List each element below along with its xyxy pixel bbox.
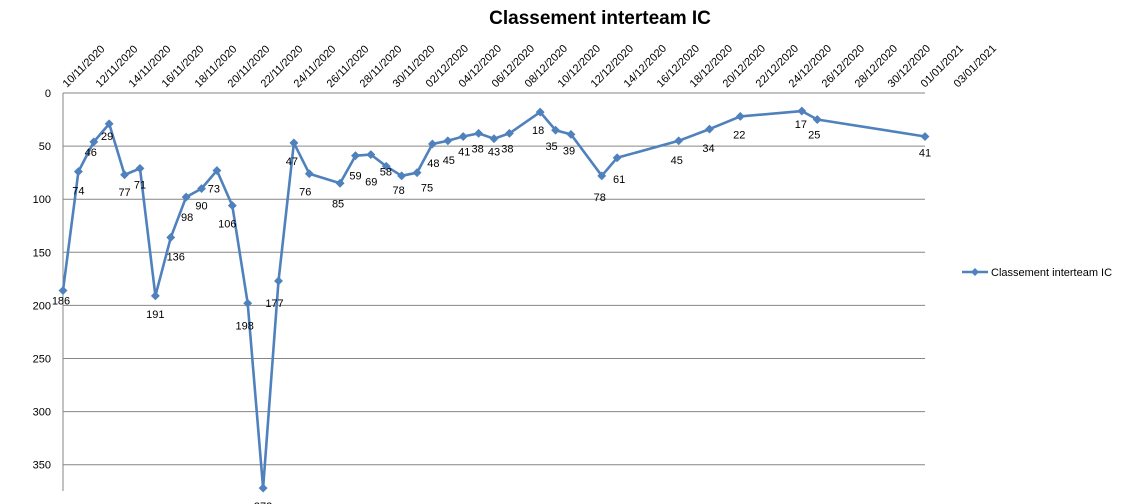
data-label: 76 — [299, 187, 311, 199]
data-point-marker — [58, 285, 68, 296]
data-point-marker — [289, 138, 299, 148]
y-tick-label: 100 — [33, 194, 51, 206]
data-label: 18 — [532, 125, 544, 137]
data-label: 74 — [72, 186, 84, 198]
data-point-marker — [273, 276, 284, 286]
data-label: 45 — [671, 155, 683, 167]
data-point-marker — [181, 192, 191, 202]
legend: Classement interteam IC — [962, 267, 1112, 279]
data-point-marker — [73, 167, 83, 177]
data-label: 47 — [286, 156, 298, 168]
data-point-marker — [735, 111, 745, 121]
data-point-marker — [89, 137, 99, 147]
data-label: 38 — [501, 143, 513, 155]
data-label: 43 — [488, 147, 500, 159]
legend-entry-label: Classement interteam IC — [991, 267, 1112, 279]
data-point-marker — [196, 184, 207, 194]
y-tick-label: 350 — [33, 460, 51, 472]
data-label: 38 — [471, 143, 483, 155]
data-point-marker — [551, 125, 561, 135]
legend-marker-swatch — [971, 268, 979, 276]
chart-title: Classement interteam IC — [489, 8, 711, 29]
data-point-marker — [412, 168, 422, 178]
data-label: 22 — [733, 129, 745, 141]
data-point-marker — [397, 171, 407, 181]
data-label: 69 — [365, 176, 377, 188]
data-label: 59 — [349, 171, 361, 183]
data-point-marker — [474, 128, 484, 138]
data-label: 48 — [427, 158, 439, 170]
data-point-marker — [135, 163, 145, 173]
data-point-marker — [812, 114, 822, 125]
data-point-marker — [597, 171, 607, 181]
data-point-marker — [120, 170, 130, 180]
y-tick-label: 50 — [39, 141, 51, 153]
data-point-marker — [104, 119, 114, 129]
y-axis-ticks: 0 50 100 150 200 250 300 350 — [33, 88, 51, 472]
data-label: 90 — [195, 201, 207, 213]
data-label: 25 — [808, 130, 820, 142]
series-line — [61, 109, 926, 490]
y-tick-label: 200 — [33, 300, 51, 312]
data-point-marker — [366, 150, 376, 160]
data-point-marker — [566, 129, 576, 139]
data-label: 34 — [702, 143, 714, 155]
data-point-marker — [704, 124, 715, 134]
data-point-marker — [227, 201, 237, 211]
data-label: 29 — [101, 131, 113, 143]
data-label: 39 — [563, 145, 575, 157]
gridlines — [63, 92, 925, 466]
data-label: 136 — [167, 251, 185, 263]
data-label: 41 — [458, 147, 470, 159]
data-point-marker — [212, 165, 222, 176]
data-point-marker — [489, 134, 499, 144]
data-point-marker — [504, 128, 514, 138]
data-label: 106 — [218, 219, 236, 231]
series-layer — [58, 106, 930, 493]
data-label: 58 — [380, 167, 392, 179]
x-axis-ticks: 10/11/202012/11/202014/11/202016/11/2020… — [61, 43, 999, 90]
data-point-marker — [381, 161, 391, 171]
data-label: 35 — [545, 141, 557, 153]
data-point-marker — [797, 106, 807, 116]
data-point-marker — [150, 291, 160, 301]
data-label: 41 — [919, 148, 931, 160]
y-tick-label: 250 — [33, 354, 51, 366]
data-point-marker — [427, 139, 437, 149]
data-point-marker — [258, 483, 268, 493]
y-tick-label: 150 — [33, 247, 51, 259]
data-point-marker — [458, 131, 468, 142]
y-tick-label: 300 — [33, 407, 51, 419]
data-label: 198 — [236, 320, 254, 332]
data-label: 75 — [421, 183, 433, 195]
y-tick-label: 0 — [45, 88, 51, 100]
data-label: 186 — [52, 296, 70, 308]
data-label: 191 — [146, 309, 164, 321]
data-point-marker — [243, 298, 253, 308]
data-point-marker — [304, 169, 314, 179]
data-label: 46 — [85, 147, 97, 159]
data-label: 78 — [594, 192, 606, 204]
data-label: 61 — [613, 174, 625, 186]
data-label: 177 — [265, 298, 283, 310]
data-label: 372 — [254, 501, 272, 504]
data-point-marker — [166, 232, 176, 242]
data-point-marker — [350, 151, 361, 161]
data-label: 98 — [181, 212, 193, 224]
data-label: 71 — [134, 179, 146, 191]
data-point-marker — [443, 136, 453, 146]
data-point-marker — [335, 178, 345, 188]
data-point-marker — [612, 153, 622, 163]
data-label: 85 — [332, 198, 344, 210]
data-label: 17 — [795, 119, 807, 131]
data-point-marker — [674, 136, 684, 146]
data-label: 73 — [208, 184, 220, 196]
data-label: 45 — [443, 155, 455, 167]
data-point-marker — [920, 131, 930, 142]
data-point-marker — [535, 107, 545, 117]
data-label: 77 — [118, 187, 130, 199]
data-label: 78 — [393, 185, 405, 197]
